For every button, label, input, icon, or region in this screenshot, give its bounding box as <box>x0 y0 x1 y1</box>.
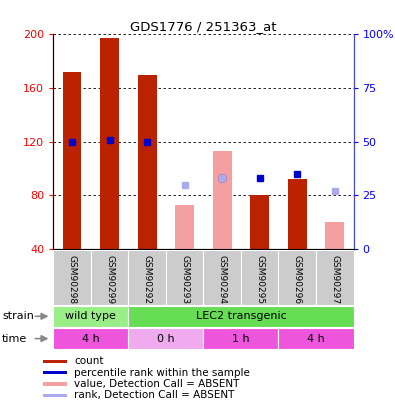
Bar <box>128 328 203 349</box>
Text: count: count <box>74 356 104 367</box>
Bar <box>43 382 67 386</box>
Bar <box>203 328 278 349</box>
Text: 4 h: 4 h <box>307 334 325 343</box>
Text: 4 h: 4 h <box>82 334 100 343</box>
Bar <box>128 250 166 305</box>
Bar <box>288 179 307 249</box>
Bar <box>316 250 354 305</box>
Bar <box>203 250 241 305</box>
Bar <box>100 38 119 249</box>
Bar <box>166 250 203 305</box>
Bar <box>175 205 194 249</box>
Bar <box>241 250 278 305</box>
Text: value, Detection Call = ABSENT: value, Detection Call = ABSENT <box>74 379 240 389</box>
Text: GSM90296: GSM90296 <box>293 255 302 304</box>
Bar <box>213 151 231 249</box>
Bar <box>138 75 156 249</box>
Text: GSM90295: GSM90295 <box>255 255 264 304</box>
Text: time: time <box>2 334 27 343</box>
Text: 1 h: 1 h <box>232 334 250 343</box>
Text: 0 h: 0 h <box>157 334 175 343</box>
Bar <box>250 196 269 249</box>
Bar <box>325 222 344 249</box>
Text: GSM90292: GSM90292 <box>143 255 152 304</box>
Text: strain: strain <box>2 311 34 321</box>
Bar <box>53 306 128 327</box>
Text: GSM90298: GSM90298 <box>68 255 77 304</box>
Bar <box>43 394 67 397</box>
Text: LEC2 transgenic: LEC2 transgenic <box>196 311 286 321</box>
Bar <box>278 250 316 305</box>
Bar <box>128 306 354 327</box>
Text: GSM90297: GSM90297 <box>330 255 339 304</box>
Bar <box>43 371 67 374</box>
Text: GSM90299: GSM90299 <box>105 255 114 304</box>
Bar <box>278 328 354 349</box>
Text: GSM90293: GSM90293 <box>180 255 189 304</box>
Text: wild type: wild type <box>66 311 116 321</box>
Bar <box>53 328 128 349</box>
Text: rank, Detection Call = ABSENT: rank, Detection Call = ABSENT <box>74 390 235 401</box>
Bar <box>53 250 91 305</box>
Text: GSM90294: GSM90294 <box>218 255 227 304</box>
Text: percentile rank within the sample: percentile rank within the sample <box>74 368 250 377</box>
Bar <box>91 250 128 305</box>
Bar <box>43 360 67 363</box>
Title: GDS1776 / 251363_at: GDS1776 / 251363_at <box>130 20 276 33</box>
Bar <box>63 72 81 249</box>
